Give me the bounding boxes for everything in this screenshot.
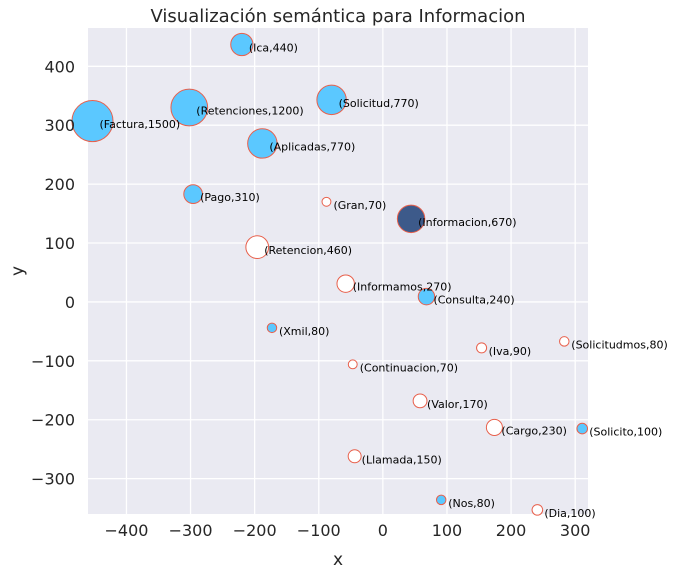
point-label-pago: (Pago,310) — [200, 191, 260, 204]
x-axis-ticks: −400 −300 −200 −100 0 100 200 300 — [104, 521, 590, 540]
x-tick-label: −200 — [233, 521, 277, 540]
point-label-cargo: (Cargo,230) — [501, 424, 567, 437]
point-label-solicitudmos: (Solicitudmos,80) — [571, 338, 667, 351]
x-tick-label: −400 — [104, 521, 148, 540]
point-pago — [183, 184, 203, 204]
point-retenciones — [170, 88, 209, 127]
y-tick-label: −100 — [31, 352, 75, 371]
point-informacion — [396, 204, 426, 234]
y-tick-label: 0 — [65, 293, 75, 312]
x-tick-label: 300 — [560, 521, 591, 540]
y-axis-label: y — [8, 266, 28, 276]
y-tick-label: −300 — [31, 470, 75, 489]
point-aplicadas — [247, 128, 278, 159]
point-ica — [230, 32, 254, 57]
x-tick-label: −300 — [169, 521, 213, 540]
point-cargo — [485, 418, 503, 436]
y-tick-label: 200 — [44, 175, 75, 194]
point-solicitudmos — [559, 336, 570, 347]
point-label-valor: (Valor,170) — [427, 398, 488, 411]
point-label-gran: (Gran,70) — [333, 199, 386, 212]
x-tick-label: −100 — [297, 521, 341, 540]
point-label-solicitud: (Solicitud,770) — [339, 97, 419, 110]
point-retencion — [245, 235, 270, 260]
point-gran — [321, 196, 332, 207]
point-iva — [476, 342, 488, 354]
x-tick-label: 0 — [378, 521, 388, 540]
point-label-retenciones: (Retenciones,1200) — [196, 105, 303, 118]
point-label-dia: (Dia,100) — [544, 507, 595, 520]
point-label-xmil: (Xmil,80) — [279, 325, 329, 338]
chart-title: Visualización semántica para Informacion — [150, 6, 525, 27]
x-tick-label: 200 — [496, 521, 527, 540]
point-solicitud — [316, 84, 347, 116]
point-label-informamos: (Informamos,270) — [353, 281, 452, 294]
point-llamada — [347, 449, 362, 464]
point-valor — [412, 393, 428, 409]
x-axis-label: x — [333, 550, 343, 570]
point-continuacion — [347, 359, 358, 370]
point-label-ica: (Ica,440) — [249, 41, 298, 54]
point-nos — [435, 494, 447, 506]
point-label-factura: (Factura,1500) — [99, 118, 180, 131]
point-label-informacion: (Informacion,670) — [418, 216, 516, 229]
grid-lines — [88, 28, 588, 514]
point-label-retencion: (Retencion,460) — [264, 244, 352, 257]
point-factura — [71, 100, 114, 143]
x-tick-label: 100 — [432, 521, 463, 540]
y-axis-ticks: −300 −200 −100 0 100 200 300 400 — [31, 57, 75, 488]
point-consulta — [417, 287, 436, 306]
point-label-continuacion: (Continuacion,70) — [360, 361, 458, 374]
y-tick-label: 100 — [44, 234, 75, 253]
point-labels: (Ica,440) (Retenciones,1200) (Solicitud,77… — [99, 41, 667, 519]
point-label-nos: (Nos,80) — [448, 497, 495, 510]
point-xmil — [266, 322, 278, 334]
point-label-iva: (Iva,90) — [489, 345, 532, 358]
point-informamos — [336, 274, 355, 293]
data-points — [71, 32, 589, 516]
y-tick-label: 400 — [44, 57, 75, 76]
point-label-solicito: (Solicito,100) — [589, 426, 662, 439]
point-label-consulta: (Consulta,240) — [433, 294, 514, 307]
point-label-llamada: (Llamada,150) — [362, 453, 442, 466]
y-tick-label: −200 — [31, 411, 75, 430]
y-tick-label: 300 — [44, 116, 75, 135]
point-label-aplicadas: (Aplicadas,770) — [269, 140, 355, 153]
point-solicito — [576, 422, 589, 435]
point-dia — [531, 504, 544, 516]
